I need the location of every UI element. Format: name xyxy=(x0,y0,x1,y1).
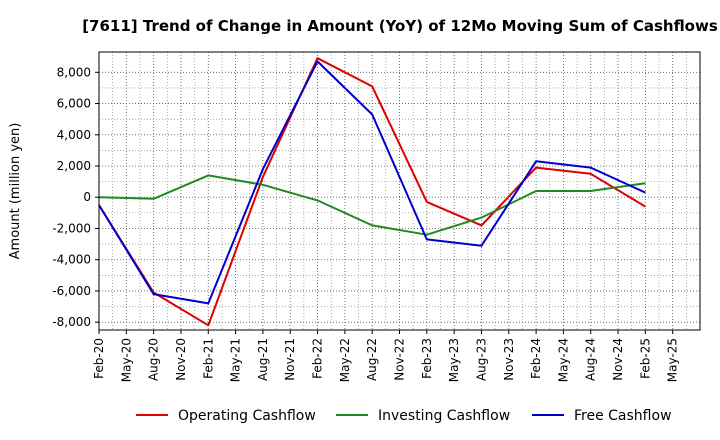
x-tick-label: Aug-20 xyxy=(147,338,161,381)
x-tick-label: Nov-24 xyxy=(611,338,625,381)
x-tick-label: May-24 xyxy=(556,338,570,382)
series-line-free-cashflow xyxy=(98,60,646,305)
x-tick-label: Feb-24 xyxy=(529,338,543,379)
series-line-investing-cashflow xyxy=(98,174,646,236)
x-tick-label: Aug-24 xyxy=(584,338,598,381)
x-tick-labels: Feb-20 May-20 Aug-20 Nov-20 Feb-21 May-21 Aug-… xyxy=(92,330,680,382)
y-axis-label: Amount (million yen) xyxy=(8,123,23,260)
x-tick-label: Aug-23 xyxy=(474,338,488,381)
y-tick-label: 4,000 xyxy=(57,128,91,142)
x-tick-label: Nov-23 xyxy=(502,338,516,381)
x-tick-label: Feb-21 xyxy=(201,338,215,379)
y-tick-label: -4,000 xyxy=(52,253,91,267)
y-tick-label: -6,000 xyxy=(52,284,91,298)
x-tick-label: Nov-22 xyxy=(393,338,407,381)
y-tick-label: -2,000 xyxy=(52,221,91,235)
x-tick-label: Feb-23 xyxy=(420,338,434,379)
legend-label: Operating Cashflow xyxy=(178,408,316,424)
series-line-operating-cashflow xyxy=(98,57,646,327)
x-tick-label: May-23 xyxy=(447,338,461,382)
x-tick-label: May-22 xyxy=(338,338,352,382)
x-tick-label: Nov-20 xyxy=(174,338,188,381)
legend-label: Investing Cashflow xyxy=(378,408,510,424)
x-tick-label: May-21 xyxy=(229,338,243,382)
x-tick-label: Feb-22 xyxy=(311,338,325,379)
legend: Operating Cashflow Investing Cashflow Free… xyxy=(136,408,672,424)
y-tick-label: 6,000 xyxy=(57,97,91,111)
x-tick-label: May-25 xyxy=(666,338,680,382)
x-tick-label: Aug-22 xyxy=(365,338,379,381)
y-tick-label: 2,000 xyxy=(57,159,91,173)
y-tick-label: 8,000 xyxy=(57,65,91,79)
legend-label: Free Cashflow xyxy=(574,408,672,424)
x-tick-label: Aug-21 xyxy=(256,338,270,381)
series-lines xyxy=(98,57,646,327)
x-tick-label: Feb-20 xyxy=(92,338,106,379)
chart-title: [7611] Trend of Change in Amount (YoY) o… xyxy=(82,17,718,35)
y-tick-label: 0 xyxy=(83,190,91,204)
y-tick-labels: -8,000 -6,000 -4,000 -2,000 0 2,000 4,000 6,000… xyxy=(52,65,99,329)
grid xyxy=(98,52,700,330)
x-tick-label: Nov-21 xyxy=(283,338,297,381)
y-tick-label: -8,000 xyxy=(52,315,91,329)
x-tick-label: May-20 xyxy=(119,338,133,382)
x-tick-label: Feb-25 xyxy=(638,338,652,379)
